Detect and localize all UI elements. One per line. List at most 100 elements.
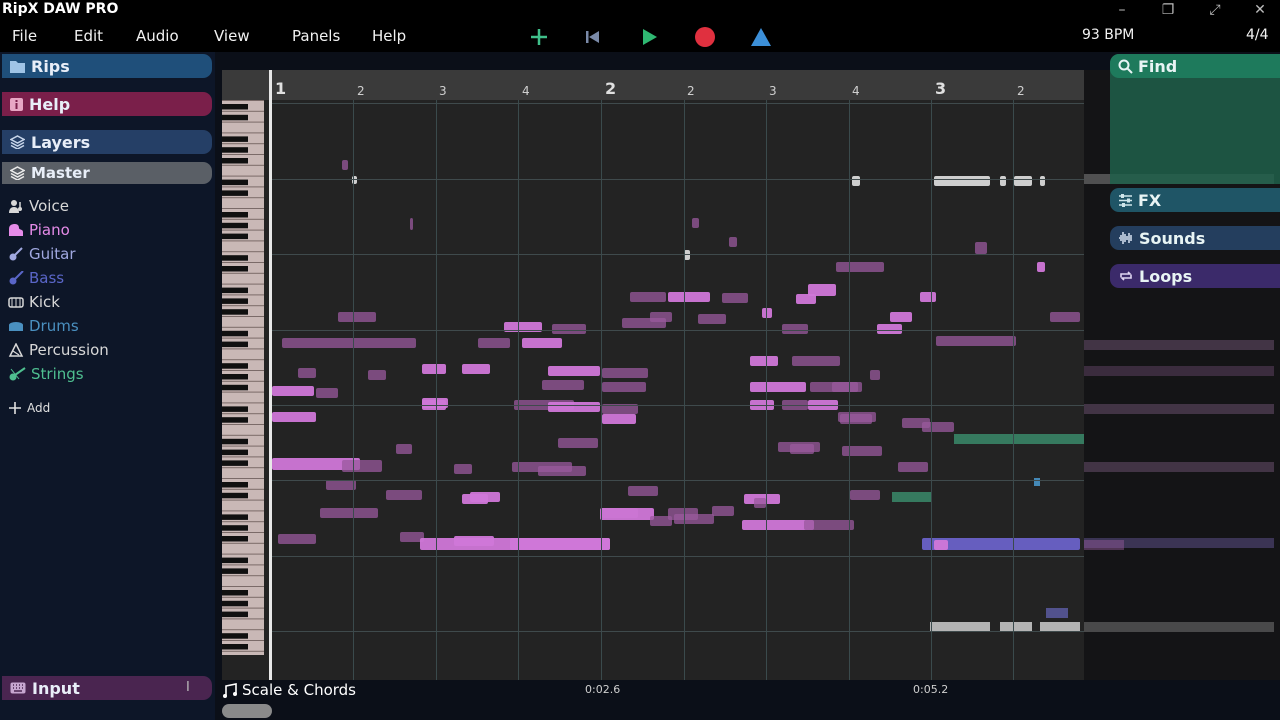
close-icon[interactable]: ✕	[1254, 2, 1266, 18]
note-blob[interactable]	[316, 388, 338, 398]
layer-voice[interactable]: Voice	[8, 196, 69, 216]
note-blob[interactable]	[422, 364, 446, 374]
layers-panel-button[interactable]: Layers	[2, 130, 212, 154]
note-blob[interactable]	[836, 262, 884, 272]
layer-strings[interactable]: Strings	[8, 364, 84, 384]
black-key[interactable]	[222, 287, 248, 294]
layer-bass[interactable]: Bass	[8, 268, 64, 288]
note-blob[interactable]	[462, 364, 490, 374]
note-blob[interactable]	[552, 324, 586, 334]
note-blob[interactable]	[742, 520, 814, 530]
note-blob[interactable]	[934, 540, 948, 550]
note-blob[interactable]	[792, 356, 840, 366]
note-blob[interactable]	[342, 460, 382, 472]
note-blob[interactable]	[729, 237, 737, 247]
note-blob[interactable]	[842, 446, 882, 456]
note-blob[interactable]	[712, 506, 734, 516]
black-key[interactable]	[222, 212, 248, 218]
scale-chords-button[interactable]: Scale & Chords	[222, 681, 356, 699]
note-blob[interactable]	[1040, 176, 1045, 186]
black-key[interactable]	[222, 633, 248, 639]
black-key[interactable]	[222, 482, 248, 488]
note-blob[interactable]	[840, 414, 872, 424]
black-key[interactable]	[222, 590, 248, 596]
black-key[interactable]	[222, 255, 248, 261]
rips-panel-button[interactable]: Rips	[2, 54, 212, 78]
layer-percussion[interactable]: Percussion	[8, 340, 109, 360]
note-blob[interactable]	[674, 514, 714, 524]
note-blob[interactable]	[342, 160, 348, 170]
fx-panel-button[interactable]: FX	[1110, 188, 1280, 212]
note-blob[interactable]	[782, 324, 808, 334]
note-blob[interactable]	[1014, 176, 1032, 186]
note-blob[interactable]	[796, 294, 816, 304]
note-blob[interactable]	[478, 338, 510, 348]
note-blob[interactable]	[790, 444, 814, 454]
note-blob[interactable]	[630, 292, 666, 302]
record-button[interactable]	[692, 24, 718, 50]
note-blob[interactable]	[320, 508, 378, 518]
add-layer-button[interactable]: Add	[8, 398, 50, 418]
note-blob[interactable]	[522, 338, 562, 348]
restore-icon[interactable]: ❐	[1161, 2, 1175, 18]
note-blob[interactable]	[1000, 176, 1006, 186]
black-key[interactable]	[222, 460, 248, 466]
black-key[interactable]	[222, 233, 248, 240]
black-key[interactable]	[222, 557, 248, 564]
note-blob[interactable]	[762, 308, 772, 318]
black-key[interactable]	[222, 222, 248, 229]
black-key[interactable]	[222, 600, 248, 607]
note-blob[interactable]	[282, 338, 416, 348]
black-key[interactable]	[222, 417, 248, 423]
text-cursor-icon[interactable]: I	[186, 680, 190, 695]
bpm-display[interactable]: 93 BPM	[1082, 27, 1135, 43]
note-blob[interactable]	[548, 366, 600, 376]
note-blob[interactable]	[1034, 478, 1040, 486]
black-key[interactable]	[222, 158, 248, 164]
play-button[interactable]	[636, 24, 662, 50]
note-blob[interactable]	[548, 402, 600, 412]
note-blob[interactable]	[922, 422, 954, 432]
menu-file[interactable]: File	[12, 27, 38, 45]
note-blob[interactable]	[852, 176, 860, 186]
black-key[interactable]	[222, 449, 248, 456]
layer-piano[interactable]: Piano	[8, 220, 70, 240]
layer-guitar[interactable]: Guitar	[8, 244, 76, 264]
timeline-ruler[interactable]	[222, 70, 1084, 100]
note-blob[interactable]	[504, 322, 542, 332]
black-key[interactable]	[222, 406, 248, 412]
note-blob[interactable]	[832, 382, 862, 392]
black-key[interactable]	[222, 190, 248, 196]
black-key[interactable]	[222, 179, 248, 186]
metronome-button[interactable]	[748, 24, 774, 50]
note-blob[interactable]	[920, 292, 936, 302]
menu-panels[interactable]: Panels	[292, 27, 341, 45]
note-blob[interactable]	[272, 386, 314, 396]
note-blob[interactable]	[692, 218, 699, 228]
black-key[interactable]	[222, 568, 248, 574]
black-key[interactable]	[222, 266, 248, 272]
note-blob[interactable]	[272, 458, 360, 470]
black-key[interactable]	[222, 136, 248, 142]
note-blob[interactable]	[400, 532, 424, 542]
note-blob[interactable]	[934, 176, 990, 186]
black-key[interactable]	[222, 525, 248, 531]
note-blob[interactable]	[338, 312, 376, 322]
note-blob[interactable]	[750, 356, 778, 366]
piano-keyboard[interactable]	[222, 100, 264, 655]
menu-view[interactable]: View	[214, 27, 250, 45]
note-blob[interactable]	[602, 368, 648, 378]
note-blob[interactable]	[870, 370, 880, 380]
fullscreen-icon[interactable]: ⤢	[1209, 2, 1221, 18]
note-blob[interactable]	[326, 480, 356, 490]
note-blob[interactable]	[698, 314, 726, 324]
add-track-button[interactable]	[526, 24, 552, 50]
input-panel-button[interactable]: Input	[2, 676, 212, 700]
note-blob[interactable]	[386, 490, 422, 500]
black-key[interactable]	[222, 298, 248, 304]
note-blob[interactable]	[684, 250, 690, 260]
black-key[interactable]	[222, 384, 248, 391]
note-blob[interactable]	[368, 370, 386, 380]
note-blob[interactable]	[650, 516, 672, 526]
black-key[interactable]	[222, 147, 248, 153]
